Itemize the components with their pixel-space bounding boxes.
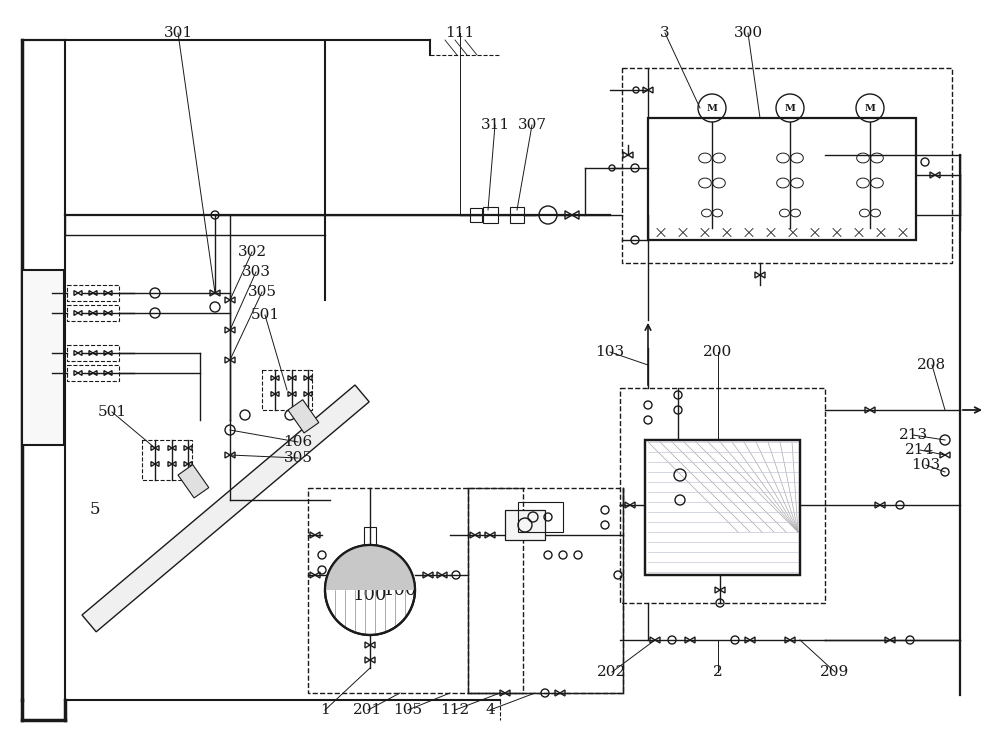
Text: 103: 103 (595, 345, 625, 359)
Bar (22, 270, 64, 445)
Text: 209: 209 (820, 665, 850, 679)
Bar (308, 488, 523, 693)
Bar (518, 502, 563, 532)
Text: 307: 307 (518, 118, 546, 132)
Text: 111: 111 (445, 26, 475, 40)
Text: 201: 201 (353, 703, 383, 717)
Bar (288, 400, 319, 433)
Text: 103: 103 (911, 458, 941, 472)
Bar (67, 365, 119, 381)
Text: 200: 200 (703, 345, 733, 359)
Text: 4: 4 (485, 703, 495, 717)
Text: 501: 501 (250, 308, 280, 322)
Text: 208: 208 (917, 358, 947, 372)
Polygon shape (82, 385, 369, 632)
Text: M: M (785, 104, 795, 112)
Text: 106: 106 (283, 435, 313, 449)
Text: 100: 100 (353, 586, 387, 604)
Text: 1: 1 (320, 703, 330, 717)
Bar (645, 440, 800, 575)
Text: 5: 5 (90, 502, 100, 519)
Bar (67, 345, 119, 361)
Text: 301: 301 (163, 26, 193, 40)
Bar (468, 488, 623, 693)
Bar (505, 510, 545, 540)
Bar (483, 207, 498, 223)
Text: 305: 305 (284, 451, 313, 465)
Bar (648, 118, 916, 240)
Text: 300: 300 (733, 26, 763, 40)
Bar (142, 440, 192, 480)
Text: 302: 302 (237, 245, 267, 259)
Text: 501: 501 (97, 405, 127, 419)
Text: 2: 2 (713, 665, 723, 679)
Text: 303: 303 (242, 265, 271, 279)
Bar (622, 68, 952, 263)
Text: 213: 213 (898, 428, 928, 442)
Bar (620, 388, 825, 603)
Bar (645, 440, 800, 575)
Bar (470, 208, 482, 222)
Text: 311: 311 (480, 118, 510, 132)
Bar (178, 465, 209, 498)
Bar (67, 285, 119, 301)
Text: M: M (707, 104, 717, 112)
Bar (510, 207, 524, 223)
Bar (364, 527, 376, 549)
Text: 305: 305 (248, 285, 277, 299)
Text: 202: 202 (597, 665, 627, 679)
Text: 112: 112 (440, 703, 470, 717)
Text: 3: 3 (660, 26, 670, 40)
Text: 100: 100 (383, 581, 417, 599)
Bar (67, 305, 119, 321)
Text: M: M (865, 104, 875, 112)
Bar (262, 370, 312, 410)
Text: 214: 214 (905, 443, 935, 457)
Polygon shape (325, 545, 415, 590)
Text: 105: 105 (393, 703, 423, 717)
